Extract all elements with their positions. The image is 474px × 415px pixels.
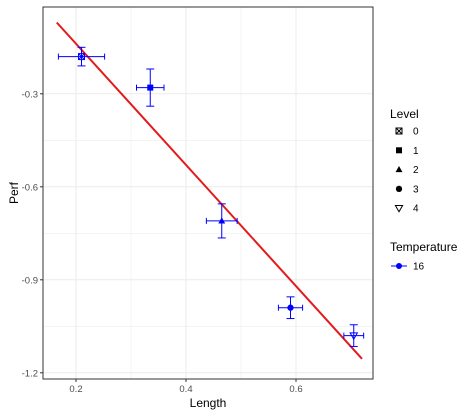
data-point bbox=[136, 68, 165, 107]
grid bbox=[43, 7, 373, 379]
point-marker-cross bbox=[78, 53, 85, 60]
data-points bbox=[57, 46, 365, 347]
data-point bbox=[343, 324, 365, 347]
legend-label-level: 0 bbox=[413, 127, 419, 138]
y-tick-label: -0.6 bbox=[22, 182, 38, 193]
point-marker bbox=[349, 332, 359, 341]
legend-key-1 bbox=[396, 147, 402, 154]
legend-key-0-cross bbox=[395, 127, 403, 135]
legend-title-temperature: Temperature bbox=[390, 240, 458, 254]
point-marker bbox=[287, 304, 294, 311]
x-axis-title: Length bbox=[190, 396, 227, 410]
legend-label-temperature: 16 bbox=[413, 262, 425, 273]
legend-label-level: 4 bbox=[413, 204, 419, 215]
y-axis-title: Perf bbox=[7, 181, 21, 204]
data-point bbox=[57, 46, 106, 67]
panel-border bbox=[42, 6, 374, 380]
y-tick-label: -0.3 bbox=[22, 89, 38, 100]
legend-label-level: 1 bbox=[413, 146, 419, 157]
x-tick-label: 0.6 bbox=[289, 384, 302, 395]
point-marker bbox=[147, 84, 154, 91]
legend-title-level: Level bbox=[390, 107, 419, 121]
y-tick-label: -1.2 bbox=[22, 368, 38, 379]
legend-key-temperature bbox=[396, 263, 402, 269]
x-tick-label: 0.2 bbox=[69, 384, 82, 395]
fit-line-layer bbox=[56, 21, 363, 360]
point-marker bbox=[78, 53, 85, 61]
legend-key-4 bbox=[394, 205, 404, 213]
data-point bbox=[277, 296, 304, 320]
legend-label-level: 2 bbox=[413, 165, 419, 176]
data-point bbox=[205, 203, 238, 239]
legend: Level 0 1 2 3 4 Temperature 16 bbox=[390, 107, 458, 273]
y-axis: -0.3 -0.6 -0.9 -1.2 bbox=[22, 89, 43, 379]
legend-key-0 bbox=[395, 127, 403, 135]
y-tick-label: -0.9 bbox=[22, 275, 38, 286]
legend-key-3 bbox=[395, 185, 403, 193]
x-tick-label: 0.4 bbox=[179, 384, 192, 395]
fit-line bbox=[56, 21, 363, 360]
point-marker bbox=[218, 217, 226, 224]
x-axis: 0.2 0.4 0.6 bbox=[69, 379, 303, 395]
legend-key-2 bbox=[395, 166, 403, 173]
legend-label-level: 3 bbox=[413, 184, 419, 195]
